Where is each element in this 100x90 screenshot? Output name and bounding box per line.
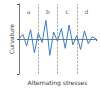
svg-text:c: c (65, 8, 68, 15)
svg-text:a: a (27, 8, 31, 15)
svg-text:d: d (84, 8, 88, 15)
svg-text:Alternating stresses: Alternating stresses (28, 79, 88, 87)
svg-text:b: b (46, 8, 50, 15)
svg-text:Curvature: Curvature (8, 24, 15, 54)
